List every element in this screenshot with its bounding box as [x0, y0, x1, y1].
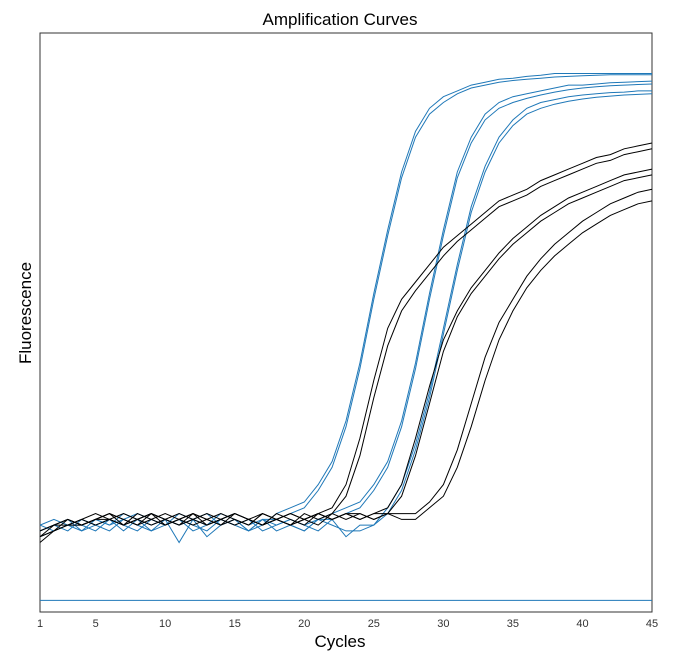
x-tick-label: 40: [576, 618, 588, 630]
x-tick-label: 45: [646, 618, 658, 630]
x-tick-label: 30: [437, 618, 449, 630]
plot-frame: [39, 32, 653, 613]
series-line-6: [39, 93, 653, 538]
x-tick-labels: 1 5 10 15 20 25 30 35 40 45: [37, 618, 658, 630]
x-tick-label: 25: [368, 618, 380, 630]
x-tick-label: 35: [507, 618, 519, 630]
x-tick-label: 10: [159, 618, 171, 630]
series-line-12: [39, 200, 653, 538]
x-tick-label: 1: [37, 618, 43, 630]
series-layer: [39, 73, 653, 601]
y-axis-label: Fluorescence: [16, 262, 35, 364]
x-axis-label: Cycles: [314, 632, 365, 651]
series-line-11: [39, 188, 653, 532]
chart-title: Amplification Curves: [263, 10, 418, 29]
x-tick-label: 20: [298, 618, 310, 630]
x-tick-label: 5: [93, 618, 99, 630]
x-tick-label: 15: [229, 618, 241, 630]
